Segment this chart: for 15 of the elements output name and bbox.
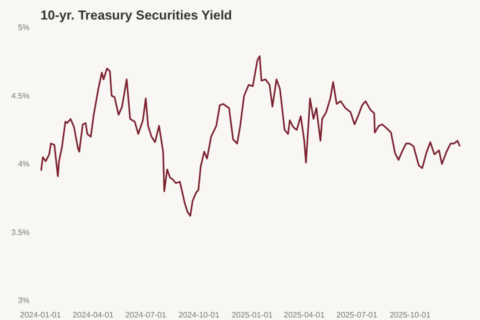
x-tick-label: 2025-01-01 bbox=[232, 310, 274, 320]
x-tick-label: 2024-01-01 bbox=[20, 310, 62, 320]
y-tick-label: 4.5% bbox=[11, 91, 30, 100]
line-series bbox=[40, 55, 461, 217]
y-tick-label: 5% bbox=[18, 23, 30, 32]
chart-title: 10-yr. Treasury Securities Yield bbox=[40, 8, 232, 22]
x-tick-label: 2024-04-01 bbox=[72, 310, 114, 320]
x-tick-label: 2025-10-01 bbox=[390, 310, 432, 320]
y-tick-label: 3% bbox=[18, 296, 30, 305]
x-tick-label: 2024-07-01 bbox=[125, 310, 167, 320]
x-tick-label: 2025-07-01 bbox=[336, 310, 378, 320]
y-tick-label: 4% bbox=[18, 160, 30, 168]
x-tick-label: 2025-04-01 bbox=[284, 310, 326, 320]
x-tick-label: 2024-10-01 bbox=[178, 310, 220, 320]
y-tick-label: 3.5% bbox=[11, 228, 30, 237]
